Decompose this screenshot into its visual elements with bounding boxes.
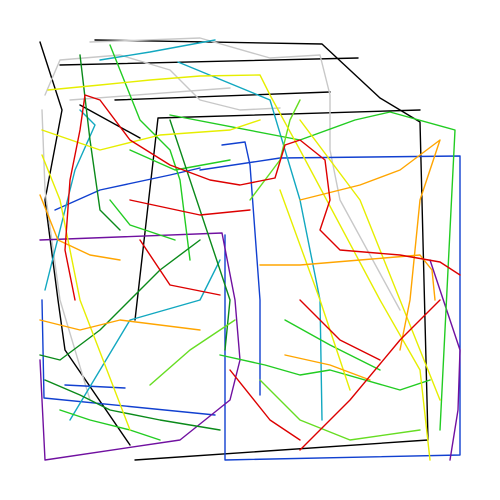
black-stroke <box>59 57 359 66</box>
red-stroke <box>299 299 441 451</box>
black-stroke <box>79 104 141 139</box>
gray-stroke <box>41 109 91 401</box>
blue-stroke <box>64 384 126 389</box>
blue-stroke <box>54 167 201 211</box>
red-stroke <box>129 199 251 216</box>
green-stroke <box>129 149 231 171</box>
dark-green-stroke <box>39 239 201 361</box>
yellow-stroke <box>41 119 261 151</box>
red-stroke <box>299 299 381 361</box>
orange-stroke <box>284 354 371 381</box>
lime-stroke <box>259 379 421 441</box>
orange-stroke <box>39 319 201 331</box>
green-stroke <box>284 319 381 371</box>
blue-stroke <box>221 141 261 396</box>
orange-stroke <box>299 139 441 351</box>
green-stroke <box>109 44 191 261</box>
dark-green-stroke <box>44 379 221 431</box>
red-stroke <box>64 94 461 301</box>
yellow-stroke <box>279 189 351 391</box>
cyan-stroke <box>99 39 216 61</box>
yellow-stroke <box>47 74 431 461</box>
yellow-stroke <box>299 119 441 401</box>
green-stroke <box>169 111 456 431</box>
stroke-layer <box>39 37 461 461</box>
gray-stroke <box>69 87 231 101</box>
orange-stroke <box>259 254 436 301</box>
blue-stroke <box>41 299 216 416</box>
black-stroke <box>114 91 331 101</box>
purple-stroke <box>429 259 461 461</box>
black-stroke <box>134 109 421 321</box>
lime-stroke <box>149 319 236 386</box>
black-stroke <box>39 41 131 446</box>
gray-stroke <box>44 54 281 111</box>
cyan-stroke <box>69 259 221 421</box>
purple-stroke <box>39 232 241 461</box>
green-stroke <box>59 409 161 441</box>
dark-green-stroke <box>169 119 231 351</box>
orange-stroke <box>39 194 121 261</box>
yellow-stroke <box>41 154 131 431</box>
red-stroke <box>139 239 221 296</box>
blue-stroke <box>199 155 461 461</box>
gray-stroke <box>89 37 401 311</box>
green-stroke <box>219 354 431 391</box>
green-stroke <box>109 199 176 241</box>
red-stroke <box>229 369 301 441</box>
